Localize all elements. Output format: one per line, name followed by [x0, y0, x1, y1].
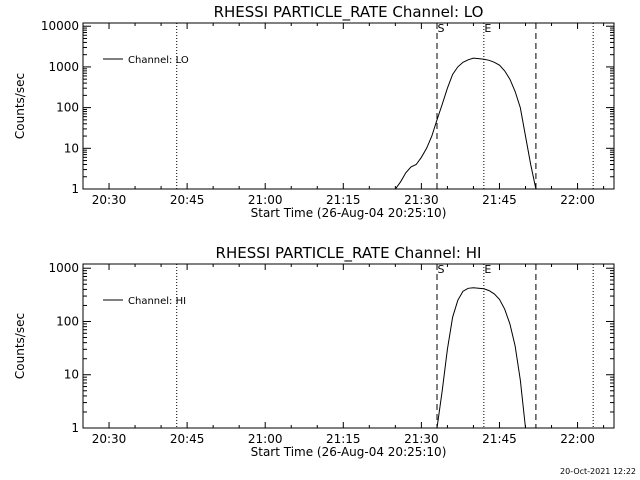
- x-tick-label: 21:30: [404, 193, 439, 207]
- event-marker-label: E: [484, 263, 491, 276]
- x-tick-label: 20:30: [92, 193, 127, 207]
- x-tick-label: 21:15: [326, 432, 361, 446]
- y-axis-label: Counts/sec: [13, 73, 27, 139]
- x-axis-label: Start Time (26-Aug-04 20:25:10): [251, 206, 447, 220]
- event-marker-label: S: [438, 263, 445, 276]
- series-line: [394, 57, 537, 190]
- x-tick-label: 22:00: [560, 193, 595, 207]
- x-tick-label: 21:45: [482, 193, 517, 207]
- x-axis-label: Start Time (26-Aug-04 20:25:10): [251, 445, 447, 459]
- plot-frame: [82, 22, 615, 190]
- y-tick-label: 1000: [48, 261, 79, 275]
- event-marker-label: S: [438, 22, 445, 35]
- chart-lo: RHESSI PARTICLE_RATE Channel: LO 20:30 20:…: [13, 3, 615, 220]
- chart-title: RHESSI PARTICLE_RATE Channel: HI: [216, 244, 482, 263]
- y-tick-label: 1000: [48, 60, 79, 74]
- y-tick-label: 10000: [41, 19, 79, 33]
- y-tick-label: 1: [71, 182, 79, 196]
- x-tick-label: 21:00: [248, 432, 283, 446]
- x-tick-label: 22:00: [560, 432, 595, 446]
- y-tick-label: 100: [56, 101, 79, 115]
- y-tick-label: 1: [71, 421, 79, 435]
- footer-timestamp: 20-Oct-2021 12:22: [560, 467, 636, 476]
- plot-frame: [82, 263, 615, 429]
- legend-label: Channel: LO: [128, 55, 189, 66]
- x-tick-label: 21:30: [404, 432, 439, 446]
- x-tick-label: 21:00: [248, 193, 283, 207]
- y-axis-label: Counts/sec: [13, 313, 27, 379]
- y-tick-label: 10: [64, 368, 79, 382]
- chart-title: RHESSI PARTICLE_RATE Channel: LO: [214, 3, 484, 22]
- x-tick-label: 20:30: [92, 432, 127, 446]
- x-tick-label: 21:45: [482, 432, 517, 446]
- x-tick-label: 20:45: [170, 432, 205, 446]
- chart-hi: RHESSI PARTICLE_RATE Channel: HI 20:30 20:…: [13, 244, 615, 459]
- y-tick-label: 100: [56, 314, 79, 328]
- y-tick-label: 10: [64, 141, 79, 155]
- series-line: [436, 287, 526, 429]
- event-marker-label: E: [484, 22, 491, 35]
- x-tick-label: 21:15: [326, 193, 361, 207]
- x-tick-label: 20:45: [170, 193, 205, 207]
- legend-label: Channel: HI: [128, 296, 186, 307]
